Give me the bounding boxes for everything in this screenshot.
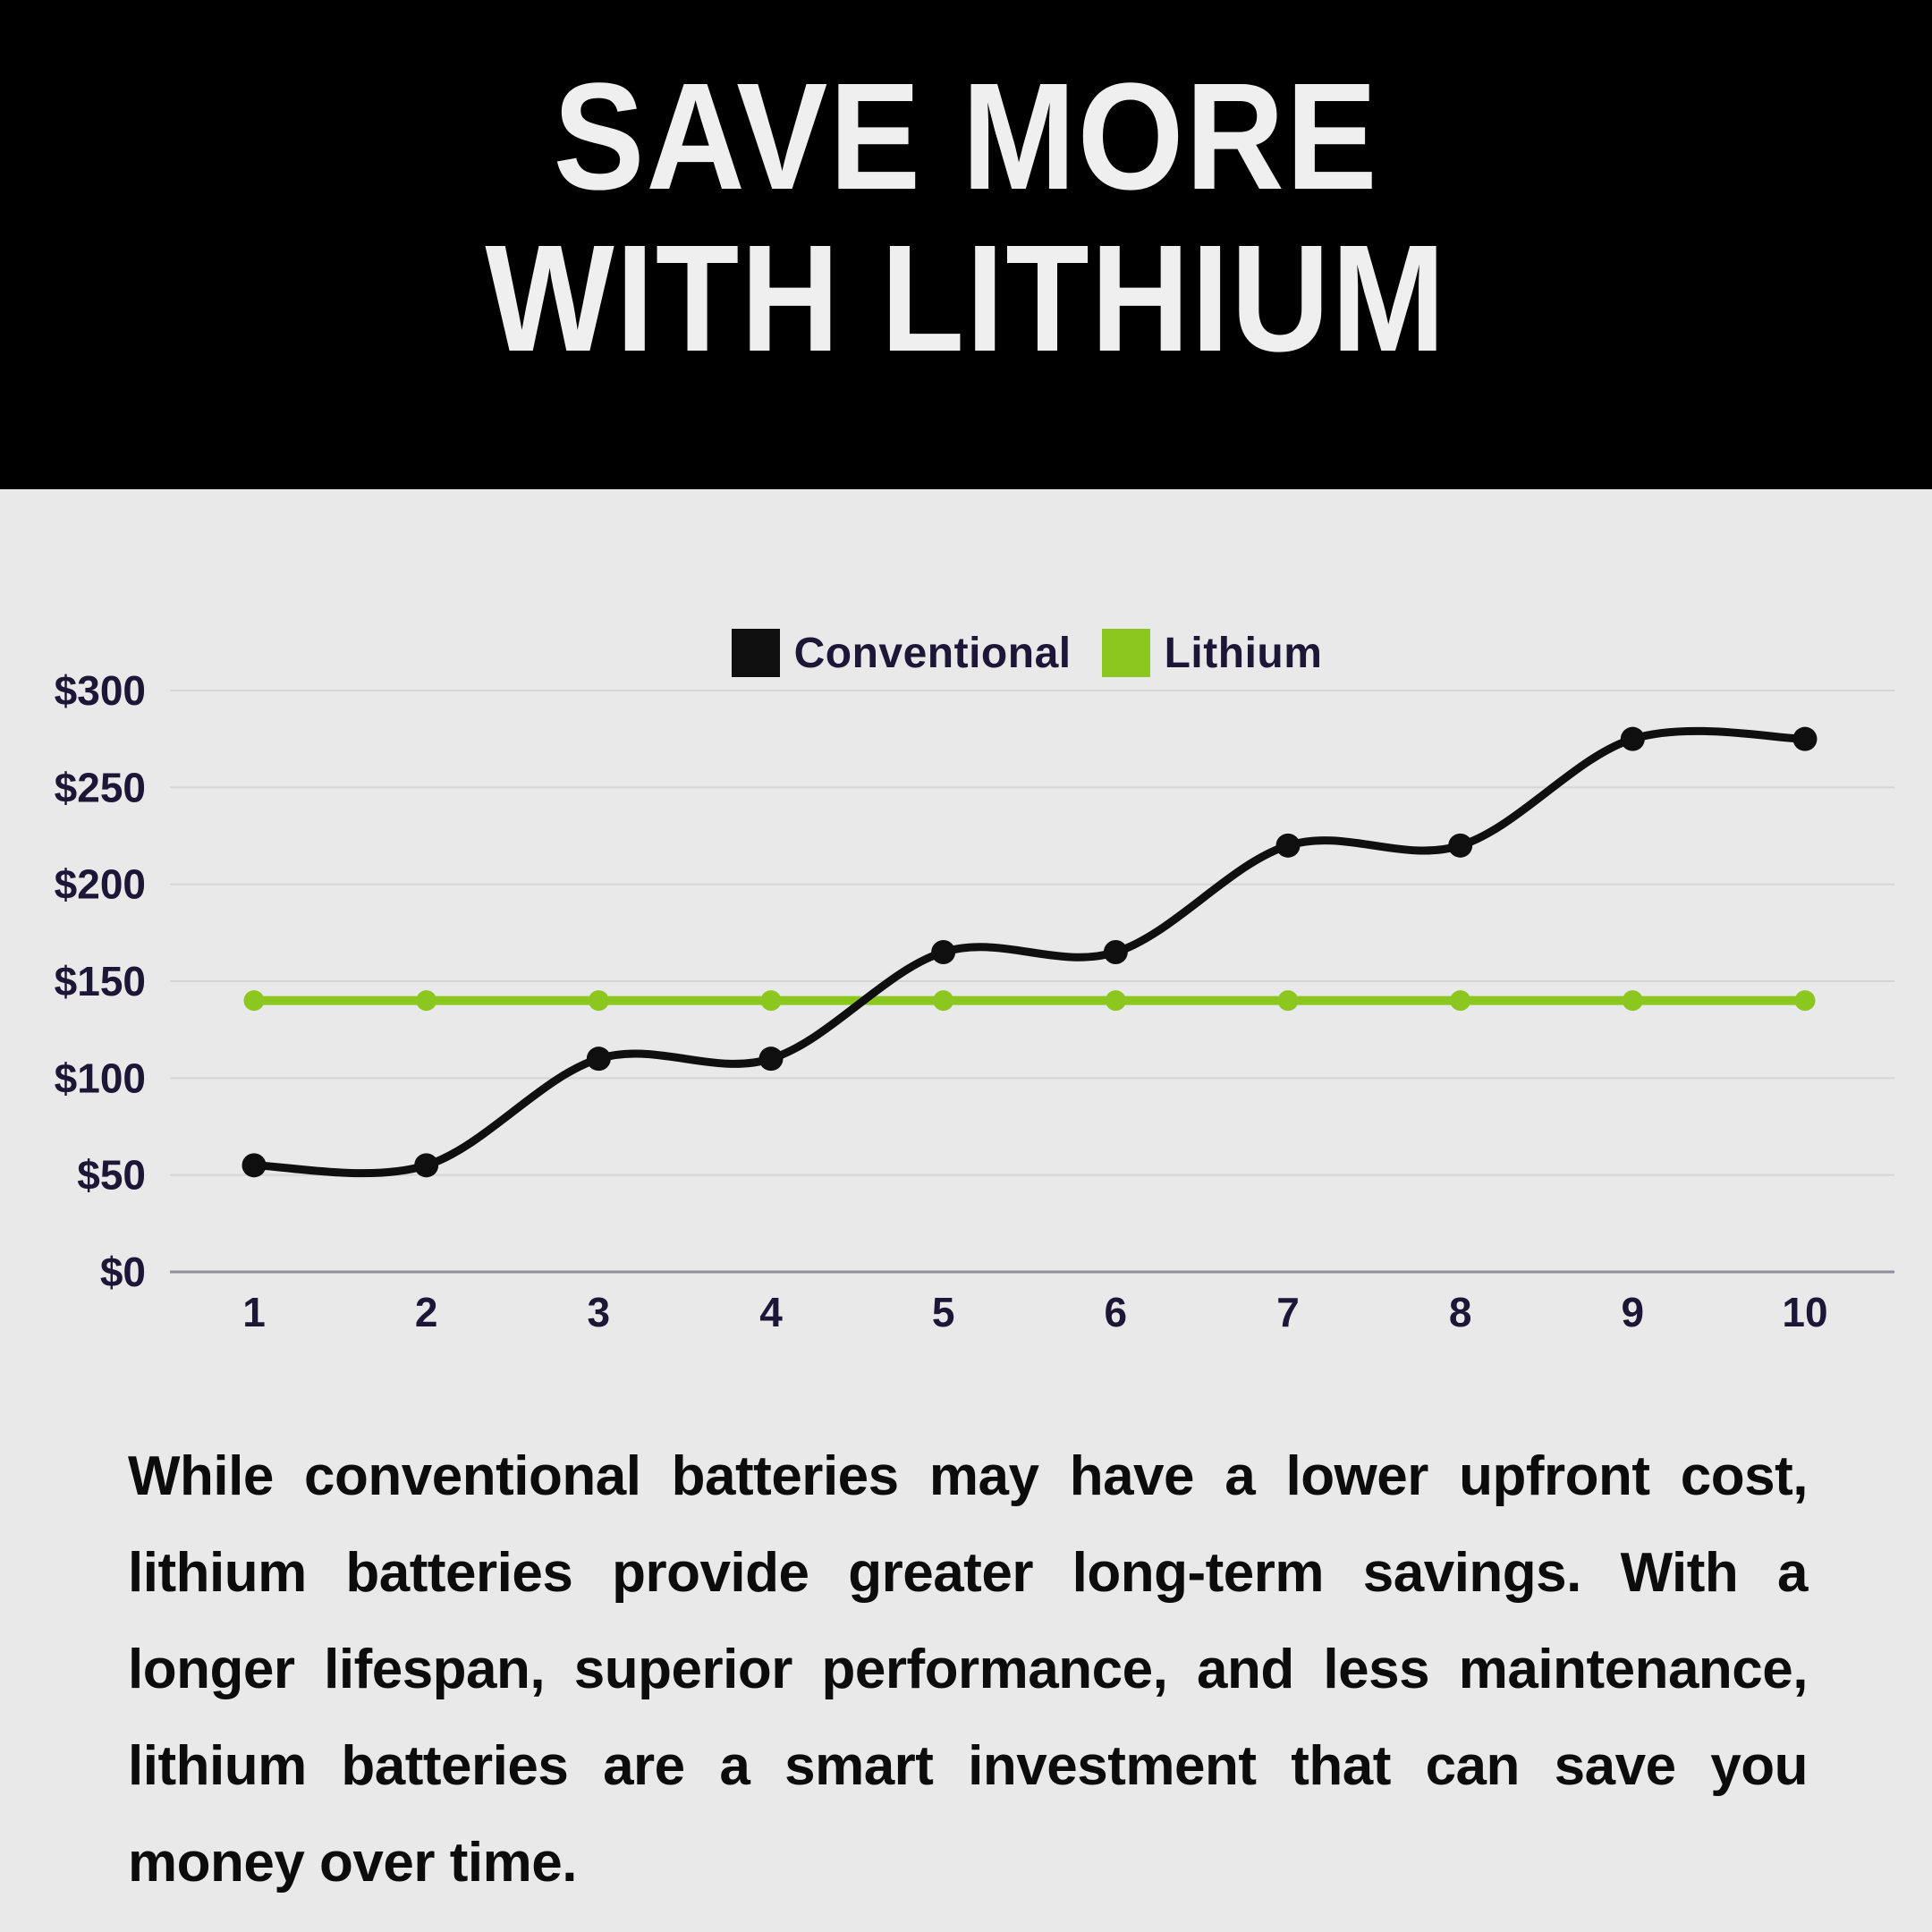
y-tick-label: $150	[55, 958, 146, 1004]
x-tick-label: 9	[1622, 1289, 1645, 1335]
page-title-line-1: SAVE MORE	[553, 52, 1379, 222]
data-point-lithium	[1105, 990, 1126, 1012]
page-title-line-2: WITH LITHIUM	[485, 214, 1447, 384]
legend-item-conventional: Conventional	[731, 629, 1072, 678]
legend-item-lithium: Lithium	[1101, 629, 1323, 678]
page-title: SAVE MORE WITH LITHIUM	[97, 0, 1835, 380]
x-tick-label: 3	[588, 1289, 611, 1335]
legend-label-lithium: Lithium	[1164, 629, 1323, 677]
header-banner: SAVE MORE WITH LITHIUM	[0, 0, 1932, 489]
x-tick-label: 1	[242, 1289, 266, 1335]
x-tick-label: 7	[1276, 1289, 1300, 1335]
data-point-conventional	[1792, 726, 1818, 751]
data-point-lithium	[933, 990, 954, 1012]
x-tick-label: 5	[932, 1289, 955, 1335]
data-point-lithium	[1622, 990, 1643, 1012]
data-point-conventional	[1448, 833, 1473, 858]
y-tick-label: $0	[100, 1249, 146, 1295]
series-line-conventional	[250, 726, 1809, 1178]
data-point-lithium	[1794, 990, 1816, 1012]
data-point-lithium	[1277, 990, 1299, 1012]
data-point-conventional	[414, 1153, 439, 1178]
data-point-lithium	[243, 990, 265, 1012]
x-tick-label: 8	[1449, 1289, 1472, 1335]
chart-legend: Conventional Lithium	[0, 625, 1932, 681]
y-tick-label: $200	[55, 861, 146, 908]
legend-label-conventional: Conventional	[793, 629, 1072, 677]
data-point-lithium	[1450, 990, 1471, 1012]
x-tick-label: 4	[759, 1289, 783, 1335]
legend-swatch-conventional-icon	[731, 629, 780, 677]
data-point-lithium	[760, 990, 782, 1012]
y-tick-label: $100	[55, 1055, 146, 1101]
data-point-conventional	[242, 1153, 267, 1178]
data-point-conventional	[758, 1046, 784, 1072]
x-tick-label: 6	[1105, 1289, 1128, 1335]
x-tick-label: 2	[415, 1289, 438, 1335]
data-point-conventional	[1275, 833, 1301, 858]
data-point-conventional	[586, 1046, 611, 1072]
data-point-conventional	[931, 940, 956, 964]
legend-swatch-lithium-icon	[1101, 629, 1150, 677]
description-text: While conventional batteries may have a …	[128, 1445, 1809, 1894]
data-point-conventional	[1620, 726, 1645, 751]
data-point-conventional	[1103, 940, 1128, 964]
y-tick-label: $50	[77, 1152, 146, 1199]
data-point-lithium	[588, 990, 609, 1012]
y-tick-label: $250	[55, 764, 146, 810]
data-point-lithium	[416, 990, 437, 1012]
x-tick-label: 10	[1782, 1289, 1827, 1335]
